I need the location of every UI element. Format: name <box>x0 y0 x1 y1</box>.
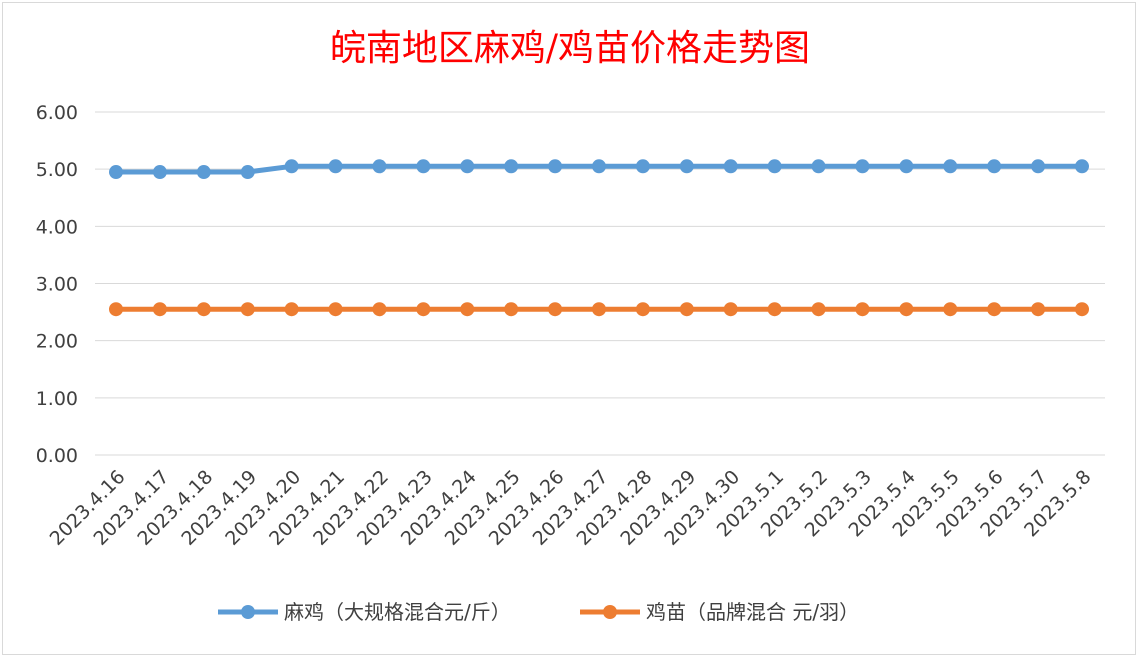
data-point-0 <box>1031 159 1046 174</box>
data-point-0 <box>416 159 431 174</box>
data-point-1 <box>592 302 606 317</box>
data-point-0 <box>460 159 475 174</box>
legend: 麻鸡（大规格混合元/斤） 鸡苗（品牌混合 元/羽） <box>218 600 859 624</box>
data-point-1 <box>416 302 431 317</box>
data-point-0 <box>855 159 870 174</box>
y-tick-label: 2.00 <box>36 331 78 353</box>
data-point-1 <box>899 302 914 317</box>
data-point-1 <box>635 302 650 317</box>
legend-marker-1 <box>603 605 617 619</box>
x-axis-ticks: 2023.4.162023.4.172023.4.182023.4.192023… <box>46 466 1096 550</box>
y-tick-label: 0.00 <box>36 445 78 467</box>
data-point-1 <box>284 302 299 317</box>
data-point-1 <box>328 302 343 317</box>
chart-title: 皖南地区麻鸡/鸡苗价格走势图 <box>330 28 810 69</box>
data-point-1 <box>240 302 255 317</box>
legend-marker-0 <box>241 605 255 619</box>
y-tick-label: 3.00 <box>36 274 78 296</box>
y-axis-ticks: 0.00 1.00 2.00 3.00 4.00 5.00 6.00 <box>36 102 78 467</box>
data-point-0 <box>109 165 123 180</box>
data-point-0 <box>811 159 826 174</box>
data-point-0 <box>196 165 211 180</box>
y-tick-label: 6.00 <box>36 102 78 124</box>
data-point-1 <box>504 302 519 317</box>
y-tick-label: 4.00 <box>36 216 78 238</box>
data-point-0 <box>635 159 650 174</box>
legend-label-0: 麻鸡（大规格混合元/斤） <box>284 600 511 624</box>
data-point-1 <box>943 302 958 317</box>
data-point-1 <box>855 302 870 317</box>
data-point-1 <box>372 302 387 317</box>
data-point-1 <box>987 302 1002 317</box>
data-point-0 <box>548 159 563 174</box>
series-group <box>109 159 1089 317</box>
data-point-1 <box>109 302 123 317</box>
data-point-0 <box>328 159 343 174</box>
data-point-0 <box>943 159 958 174</box>
data-point-1 <box>1031 302 1046 317</box>
y-tick-label: 1.00 <box>36 388 78 410</box>
data-point-0 <box>152 165 167 180</box>
data-point-1 <box>460 302 475 317</box>
legend-label-1: 鸡苗（品牌混合 元/羽） <box>646 600 859 624</box>
data-point-0 <box>284 159 299 174</box>
data-point-1 <box>723 302 738 317</box>
data-point-0 <box>679 159 694 174</box>
data-point-1 <box>767 302 782 317</box>
data-point-1 <box>548 302 563 317</box>
data-point-1 <box>679 302 694 317</box>
y-tick-label: 5.00 <box>36 159 78 181</box>
data-point-0 <box>723 159 738 174</box>
data-point-0 <box>504 159 519 174</box>
data-point-1 <box>1075 302 1089 317</box>
data-point-0 <box>240 165 255 180</box>
data-point-0 <box>1075 159 1089 174</box>
data-point-1 <box>196 302 211 317</box>
data-point-1 <box>152 302 167 317</box>
data-point-0 <box>767 159 782 174</box>
data-point-0 <box>372 159 387 174</box>
data-point-0 <box>987 159 1002 174</box>
data-point-0 <box>592 159 606 174</box>
data-point-0 <box>899 159 914 174</box>
data-point-1 <box>811 302 826 317</box>
